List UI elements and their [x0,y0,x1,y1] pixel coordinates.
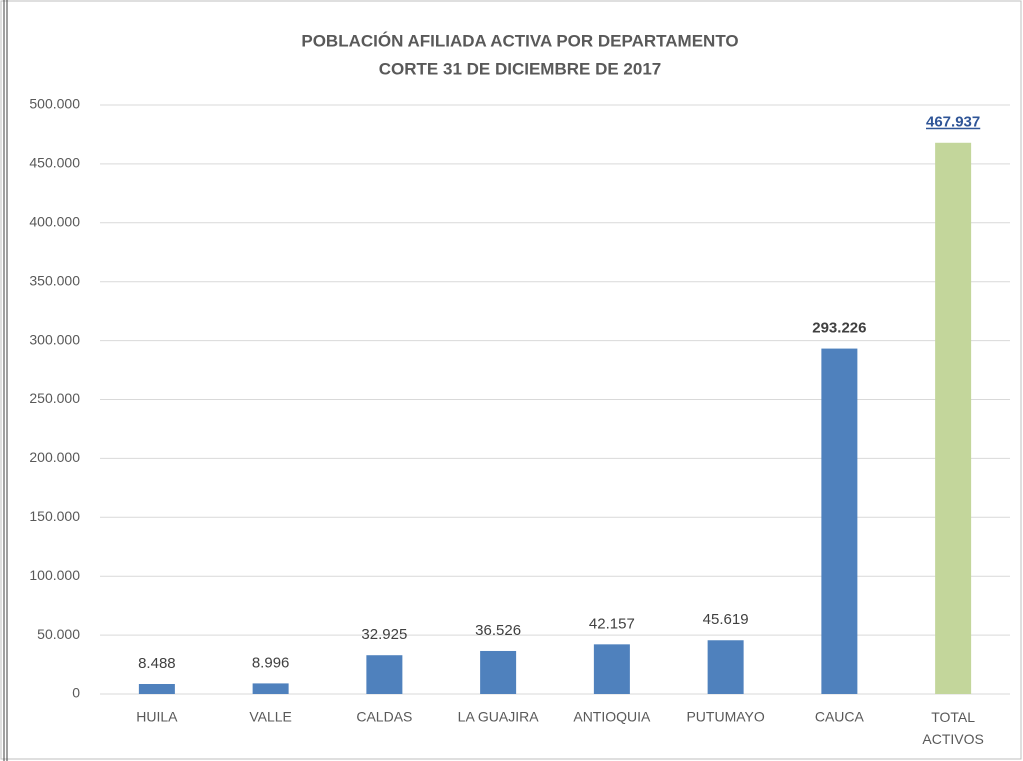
bar [935,142,972,695]
y-tick-label: 200.000 [29,449,80,465]
value-label: 293.226 [812,320,866,337]
x-tick-label: CAUCA [815,709,865,725]
y-tick-label: 500.000 [29,96,80,112]
bar [138,684,175,694]
chart-subtitle: CORTE 31 DE DICIEMBRE DE 2017 [379,59,661,78]
y-tick-label: 150.000 [29,508,80,524]
y-tick-label: 350.000 [29,272,80,288]
value-label: 8.996 [252,654,290,671]
value-label: 32.925 [361,626,407,643]
x-tick-label-line: ACTIVOS [922,731,983,747]
x-tick-label: LA GUAJIRA [458,709,540,725]
value-label: 42.157 [589,615,635,632]
bar [821,348,858,694]
y-tick-label: 100.000 [29,567,80,583]
x-tick-label: ANTIOQUIA [573,709,651,725]
y-tick-label: 250.000 [29,390,80,406]
x-tick-label: HUILA [136,709,178,725]
x-tick-label: TOTAL ACTIVOS [922,709,983,747]
bar [252,683,289,694]
value-label: 8.488 [138,655,176,672]
x-tick-label: PUTUMAYO [686,709,764,725]
y-tick-label: 450.000 [29,155,80,171]
y-tick-label: 300.000 [29,331,80,347]
bar [480,650,517,694]
bar [593,644,630,694]
chart-title: POBLACIÓN AFILIADA ACTIVA POR DEPARTAMEN… [301,31,738,50]
y-tick-label: 0 [72,685,80,701]
bar [366,655,403,694]
bar [707,640,744,694]
value-label: 467.937 [926,114,980,131]
x-tick-label-line: TOTAL [931,709,975,725]
x-tick-label: CALDAS [356,709,412,725]
value-label: 36.526 [475,622,521,639]
x-tick-label: VALLE [249,709,292,725]
y-tick-label: 400.000 [29,214,80,230]
value-label: 45.619 [703,611,749,628]
y-tick-label: 50.000 [37,626,80,642]
